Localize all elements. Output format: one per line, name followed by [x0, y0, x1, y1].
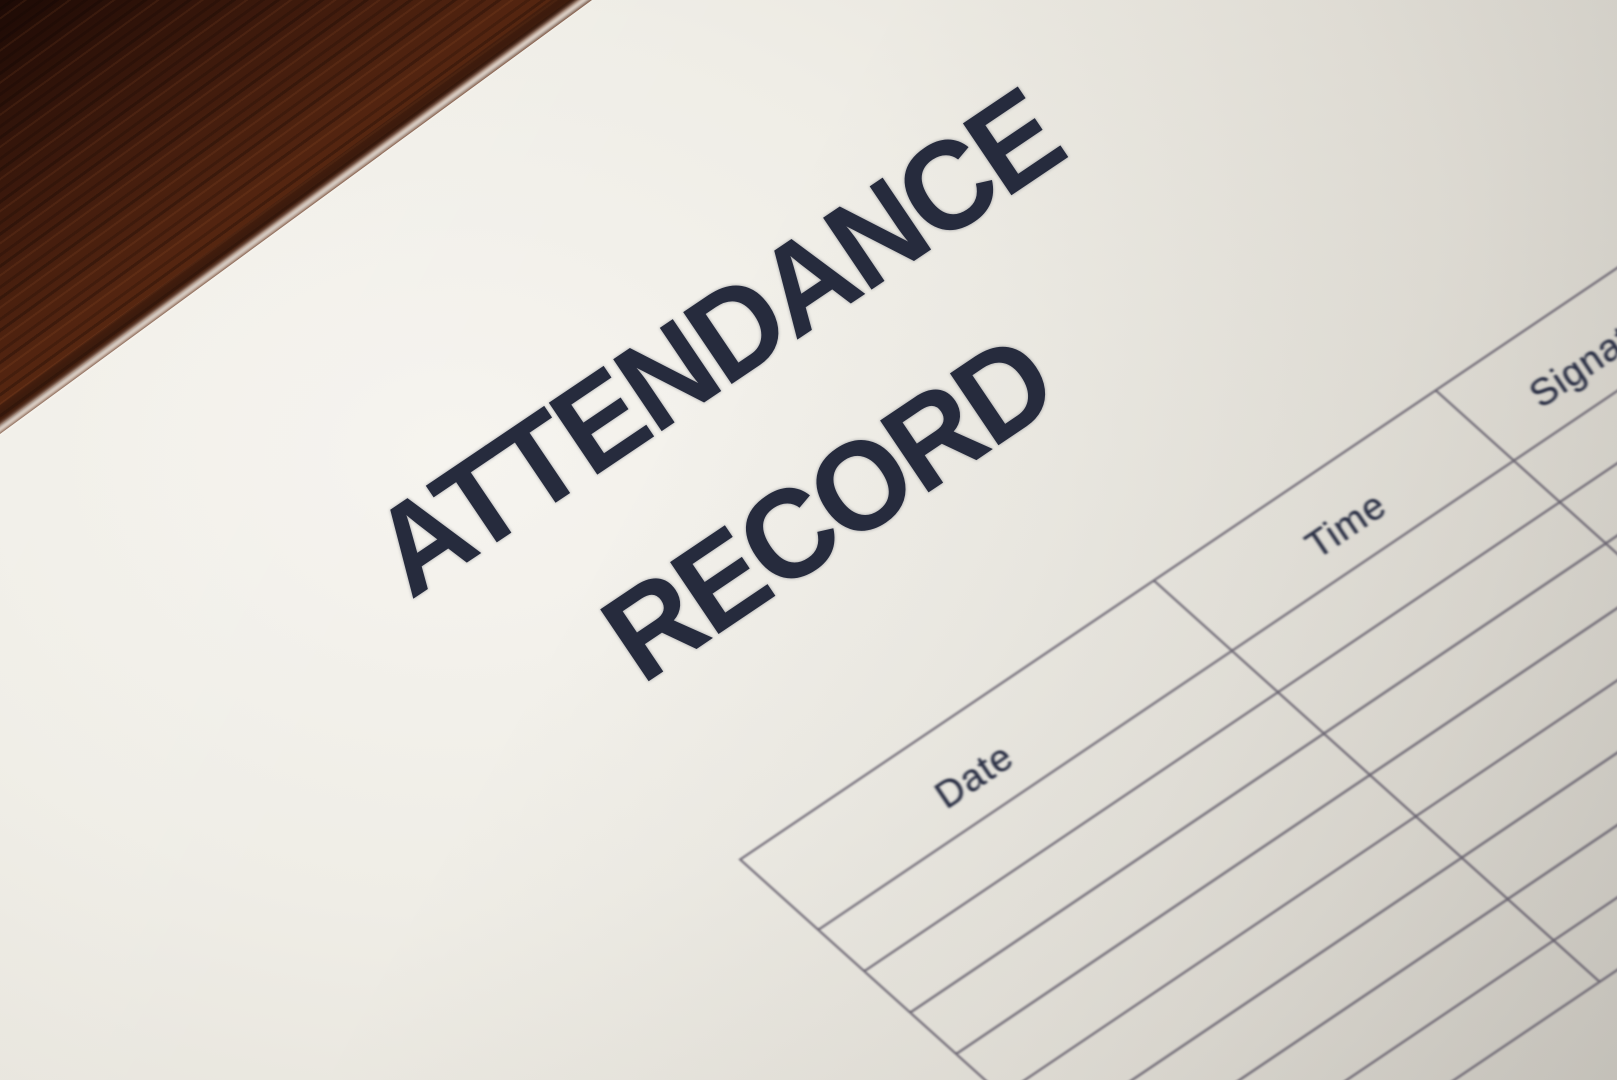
column-header-signature-label: Signature: [1521, 285, 1617, 416]
column-header-signature: Signature: [1437, 44, 1617, 460]
